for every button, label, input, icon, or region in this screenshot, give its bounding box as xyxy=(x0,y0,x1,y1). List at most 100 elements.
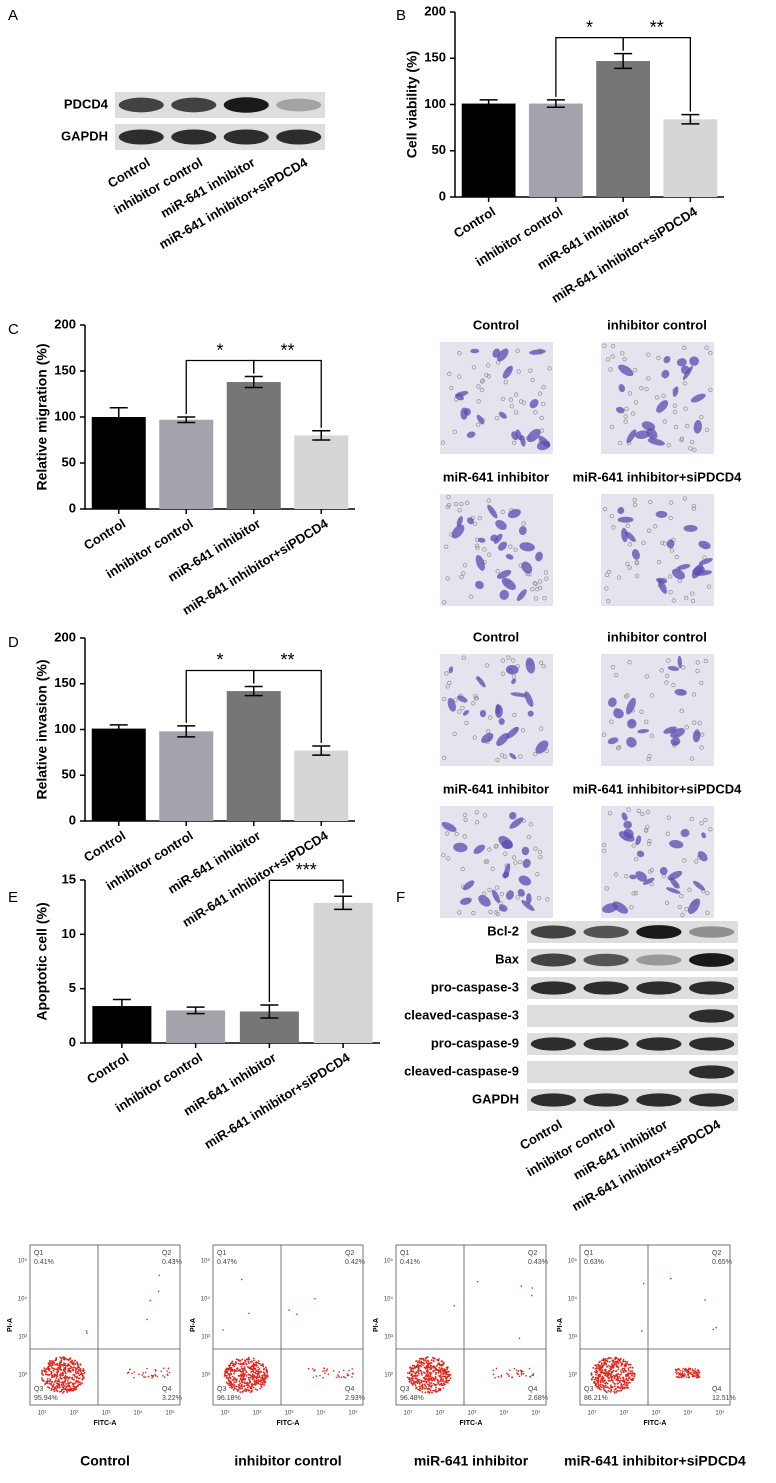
pore xyxy=(457,709,462,714)
pore xyxy=(490,866,495,872)
pore xyxy=(487,887,492,893)
pore xyxy=(520,728,526,733)
event xyxy=(431,1391,433,1394)
event xyxy=(625,1363,628,1366)
blot-band xyxy=(171,129,217,145)
event xyxy=(53,1375,56,1378)
cell xyxy=(476,414,485,425)
event xyxy=(598,1384,600,1387)
y-tick-label: 10⁵ xyxy=(568,1258,578,1265)
event xyxy=(56,1380,59,1383)
pore xyxy=(684,595,689,601)
cell xyxy=(466,431,476,438)
event xyxy=(622,1360,625,1363)
event xyxy=(679,1376,681,1379)
event xyxy=(629,1372,632,1375)
event xyxy=(622,1383,625,1386)
event xyxy=(325,1369,328,1372)
event xyxy=(66,1358,69,1361)
event xyxy=(69,1387,72,1390)
event xyxy=(445,1366,448,1369)
cell xyxy=(612,901,629,914)
cell xyxy=(524,691,534,707)
pore xyxy=(661,393,666,399)
pore xyxy=(461,571,466,576)
cell xyxy=(626,429,637,444)
event xyxy=(266,1374,269,1377)
event xyxy=(255,1363,258,1365)
event xyxy=(616,1375,619,1378)
event xyxy=(613,1375,616,1378)
event xyxy=(46,1381,49,1383)
pore xyxy=(462,834,467,839)
event xyxy=(445,1379,448,1382)
pore xyxy=(530,586,535,592)
event xyxy=(232,1375,234,1378)
event xyxy=(225,1370,228,1373)
pore xyxy=(537,849,543,855)
event xyxy=(520,1370,523,1373)
event xyxy=(599,1388,602,1391)
event xyxy=(50,1373,53,1376)
event xyxy=(258,1376,261,1379)
micrograph xyxy=(440,342,553,454)
event xyxy=(435,1371,437,1374)
y-tick-label: 10 xyxy=(62,926,76,941)
pore xyxy=(521,521,526,526)
cell xyxy=(455,393,464,401)
event xyxy=(675,1368,678,1371)
event xyxy=(78,1377,81,1380)
event xyxy=(416,1374,419,1377)
pore xyxy=(613,672,619,678)
cell xyxy=(631,549,640,560)
event xyxy=(596,1372,599,1374)
event xyxy=(626,1383,628,1386)
quadrant-percent: 0.65% xyxy=(712,1259,732,1266)
pore xyxy=(633,891,639,896)
pore xyxy=(476,384,481,389)
event xyxy=(429,1381,431,1384)
event xyxy=(620,1363,623,1366)
blot-band xyxy=(688,1065,735,1079)
cell xyxy=(462,880,475,891)
event xyxy=(229,1370,232,1373)
event xyxy=(253,1381,256,1383)
event xyxy=(50,1365,53,1368)
quadrant-percent: 0.43% xyxy=(162,1259,182,1266)
event xyxy=(74,1363,77,1365)
event xyxy=(420,1362,423,1365)
event xyxy=(613,1377,616,1380)
pore xyxy=(639,385,644,391)
event xyxy=(60,1377,63,1380)
panel-label: A xyxy=(8,7,18,24)
event xyxy=(144,1376,147,1378)
pore xyxy=(605,599,611,604)
event xyxy=(680,1376,683,1379)
event xyxy=(440,1367,443,1370)
event xyxy=(507,1373,509,1376)
event xyxy=(252,1367,255,1370)
pore xyxy=(647,754,652,759)
pore xyxy=(634,561,640,566)
event xyxy=(167,1367,170,1370)
event xyxy=(434,1373,437,1376)
blot-band xyxy=(583,1093,629,1107)
micrograph xyxy=(440,494,553,606)
blot-band xyxy=(530,981,577,995)
event xyxy=(429,1364,432,1367)
event xyxy=(151,1375,154,1378)
event xyxy=(250,1387,253,1390)
quadrant-percent: 86.21% xyxy=(584,1395,608,1402)
event xyxy=(260,1386,263,1388)
pore xyxy=(606,569,612,575)
blot-band xyxy=(276,98,322,112)
event xyxy=(241,1358,244,1361)
event xyxy=(228,1373,231,1376)
pore xyxy=(703,817,708,823)
event xyxy=(421,1383,424,1386)
pore xyxy=(622,356,627,362)
event xyxy=(416,1380,419,1382)
pore xyxy=(629,905,634,910)
cell xyxy=(477,537,486,543)
pore xyxy=(508,397,514,402)
